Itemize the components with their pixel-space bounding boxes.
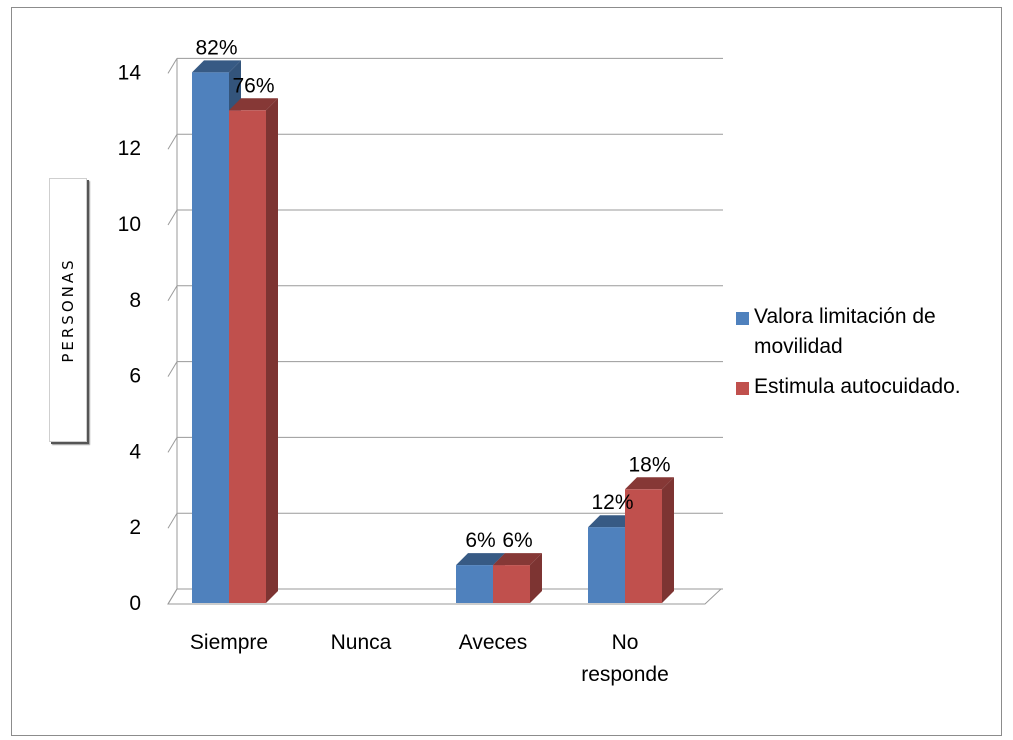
legend: Valora limitación de movilidad Estimula … [736, 302, 1006, 412]
y-tick-label: 10 [118, 213, 141, 236]
grid-diagonal [167, 361, 178, 377]
y-tick-label: 0 [129, 592, 141, 615]
bar-top [456, 553, 505, 566]
data-label: 6% [502, 529, 532, 552]
x-tick-label: Aveces [459, 631, 528, 654]
legend-swatch-series-1 [736, 312, 749, 325]
legend-item-series-1: Valora limitación de movilidad [736, 302, 1006, 362]
x-tick-label: responde [581, 663, 669, 686]
bar-front [625, 489, 662, 603]
grid-diagonal [167, 209, 178, 226]
data-label: 6% [465, 529, 495, 552]
y-tick-label: 6 [129, 365, 141, 388]
x-tick-label: Nunca [331, 631, 392, 654]
grid-diagonal [167, 133, 178, 150]
legend-label-series-1: Valora limitación de movilidad [754, 305, 936, 358]
legend-swatch-series-2 [736, 382, 749, 395]
bar-front [493, 565, 530, 603]
bar-side [530, 553, 542, 603]
bar-front [456, 565, 493, 603]
grid-diagonal [167, 58, 178, 74]
x-axis-ticks: Siempre Nunca Aveces No responde [190, 631, 669, 686]
bar-side [662, 477, 674, 603]
bars [192, 60, 674, 604]
y-tick-label: 4 [129, 440, 141, 463]
chart-floor [167, 588, 723, 605]
bar [625, 477, 674, 603]
data-label: 82% [195, 36, 237, 59]
bar [229, 98, 278, 604]
bar-front [229, 110, 266, 604]
bar-front [192, 72, 229, 603]
chart-border [11, 7, 1002, 736]
y-axis-ticks: 0 2 4 6 8 10 12 14 [118, 61, 142, 615]
x-tick-label: Siempre [190, 631, 268, 654]
legend-label-series-2: Estimula autocuidado. [754, 375, 961, 398]
bar-top [625, 477, 674, 490]
bar-top [588, 515, 637, 528]
y-axis-title: PERSONAS [59, 257, 77, 363]
bar-front [588, 527, 625, 603]
bar-top [229, 98, 278, 111]
grid-diagonal [167, 285, 178, 302]
legend-item-series-2: Estimula autocuidado. [736, 372, 1006, 402]
grid-diagonal [167, 512, 178, 529]
y-tick-label: 12 [118, 137, 141, 160]
data-label: 76% [232, 74, 274, 97]
y-tick-label: 14 [118, 61, 142, 84]
bar [493, 553, 542, 603]
data-label: 12% [591, 491, 633, 514]
y-tick-label: 2 [129, 516, 141, 539]
grid-diagonal [167, 437, 178, 453]
bar-side [266, 98, 278, 604]
y-axis-title-box: PERSONAS [49, 178, 87, 442]
bar-top [493, 553, 542, 566]
bar-top [192, 60, 241, 73]
y-tick-label: 8 [129, 289, 141, 312]
data-labels: 82% 76% 6% 6% 12% 18% [195, 36, 670, 552]
x-tick-label: No [612, 631, 639, 654]
data-label: 18% [628, 453, 670, 476]
